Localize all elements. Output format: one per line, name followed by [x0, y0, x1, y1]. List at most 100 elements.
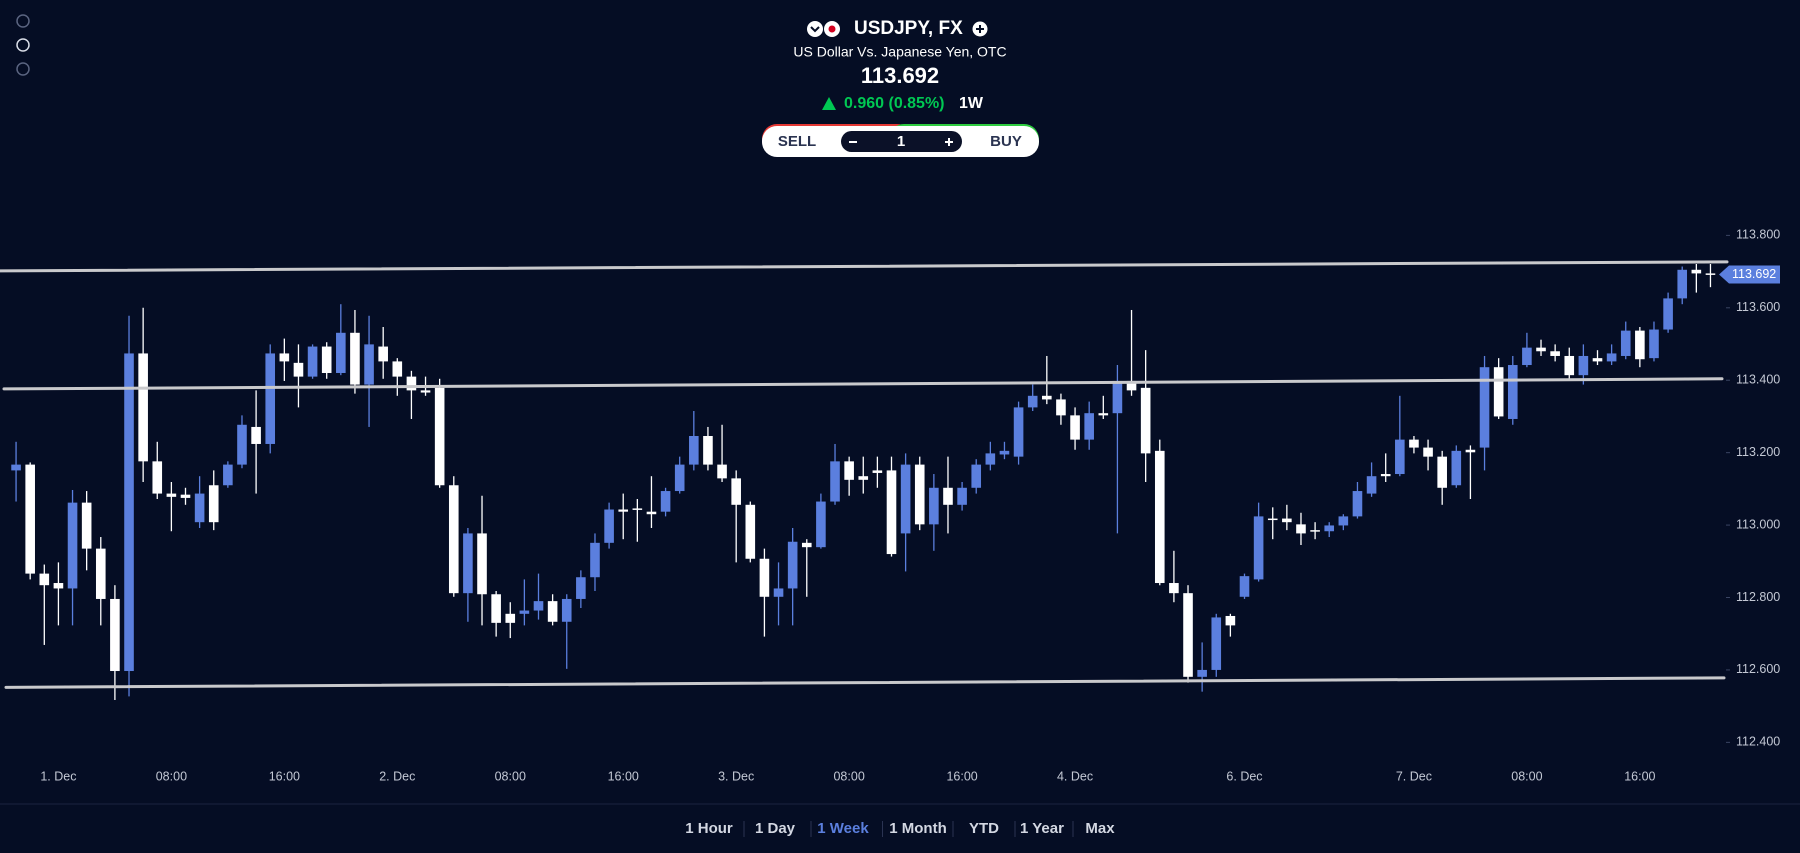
- candle-body: [957, 487, 967, 505]
- candle-body: [406, 376, 417, 391]
- candle-body: [420, 390, 431, 393]
- candle-body: [1027, 395, 1038, 408]
- candle-body: [180, 494, 191, 498]
- candle-body: [703, 436, 713, 465]
- candle-body: [1550, 351, 1560, 356]
- candle-body: [194, 493, 205, 523]
- candle-body: [900, 464, 911, 534]
- trade-widget: SELL 1 BUY: [762, 124, 1039, 157]
- candle-body: [81, 502, 92, 549]
- candle-body: [463, 533, 473, 594]
- candle-body: [1409, 439, 1419, 448]
- candle-body: [858, 476, 869, 480]
- candle-body: [237, 424, 247, 465]
- candle-body: [660, 491, 671, 512]
- candle-body: [1620, 330, 1631, 356]
- candle-body: [604, 509, 614, 543]
- candle-body: [1253, 516, 1264, 580]
- candle-body: [886, 470, 897, 555]
- candle-body: [1338, 516, 1349, 526]
- candle-body: [1592, 358, 1603, 362]
- candle-body: [929, 487, 939, 525]
- candle-body: [279, 353, 290, 362]
- candle-body: [1451, 450, 1462, 486]
- range-button[interactable]: 1 Hour: [685, 820, 733, 837]
- buy-button[interactable]: BUY: [990, 133, 1022, 150]
- candle-body: [392, 361, 403, 377]
- y-tick-label: 113.600: [1736, 300, 1780, 314]
- plus-button[interactable]: [945, 138, 953, 146]
- candle-body: [321, 346, 332, 373]
- tool-icon[interactable]: [16, 38, 30, 52]
- candle-body: [717, 464, 727, 479]
- candle-body: [1282, 518, 1292, 523]
- candle-body: [689, 436, 699, 465]
- candle-body: [336, 332, 346, 373]
- candle-body: [1493, 367, 1504, 417]
- range-button[interactable]: 1 Year: [1020, 820, 1064, 837]
- candle-body: [1677, 269, 1688, 299]
- candle-body: [1211, 617, 1222, 670]
- candle-body: [110, 598, 120, 672]
- candle-body: [1056, 399, 1066, 416]
- x-tick-label: 7. Dec: [1396, 769, 1432, 783]
- trendline: [4, 676, 1726, 689]
- quantity[interactable]: 1: [897, 133, 905, 150]
- x-tick-label: 08:00: [833, 769, 864, 783]
- range-button[interactable]: YTD: [969, 820, 999, 837]
- x-tick-label: 08:00: [1511, 769, 1542, 783]
- range-button[interactable]: 1 Week: [817, 820, 869, 837]
- candle-body: [787, 541, 798, 589]
- candle-body: [971, 464, 982, 488]
- candle-body: [533, 601, 544, 611]
- candle-body: [547, 601, 558, 622]
- tool-icon[interactable]: [16, 62, 30, 76]
- sell-button[interactable]: SELL: [778, 133, 816, 150]
- candle-body: [1578, 355, 1589, 376]
- range-button[interactable]: 1 Day: [755, 820, 796, 837]
- x-tick-label: 6. Dec: [1226, 769, 1262, 783]
- y-tick-label: 112.600: [1736, 662, 1780, 676]
- candle-body: [731, 478, 741, 505]
- candle-body: [1112, 380, 1123, 414]
- range-button[interactable]: 1 Month: [889, 820, 947, 837]
- x-tick-label: 4. Dec: [1057, 769, 1093, 783]
- candle-body: [448, 485, 459, 594]
- dropdown-icon[interactable]: [807, 21, 823, 37]
- candle-body: [223, 464, 233, 486]
- candle-body: [1352, 491, 1363, 517]
- candle-body: [674, 464, 685, 492]
- y-tick-label: 113.800: [1736, 228, 1780, 242]
- candle-body: [1507, 365, 1518, 419]
- candle-body: [999, 450, 1010, 455]
- y-tick-label: 113.400: [1736, 373, 1780, 387]
- candle-body: [1225, 615, 1236, 626]
- candle-body: [519, 610, 530, 614]
- candle-body: [801, 542, 812, 548]
- candle-body: [1098, 413, 1109, 416]
- candle-body: [1140, 387, 1151, 454]
- candle-body: [943, 487, 953, 505]
- candle-body: [1522, 347, 1532, 366]
- candle-body: [1536, 347, 1546, 352]
- tool-icon[interactable]: [16, 14, 30, 28]
- price-tag-label: 113.692: [1732, 267, 1776, 281]
- candle-body: [39, 573, 50, 586]
- candle-body: [759, 558, 770, 597]
- candle-body: [1423, 447, 1433, 457]
- candle-body: [265, 353, 276, 444]
- y-tick-label: 113.000: [1736, 517, 1780, 531]
- candle-body: [1564, 355, 1575, 376]
- period: 1W: [959, 95, 984, 112]
- candle-body: [1395, 439, 1405, 475]
- range-button[interactable]: Max: [1085, 820, 1115, 837]
- candle-body: [618, 509, 629, 512]
- y-tick-label: 113.200: [1736, 445, 1780, 459]
- candle-body: [350, 332, 360, 385]
- x-tick-label: 08:00: [156, 769, 187, 783]
- candle-body: [378, 346, 388, 362]
- y-tick-label: 112.800: [1736, 590, 1780, 604]
- quantity-box: [841, 131, 962, 152]
- candle-body: [491, 594, 501, 623]
